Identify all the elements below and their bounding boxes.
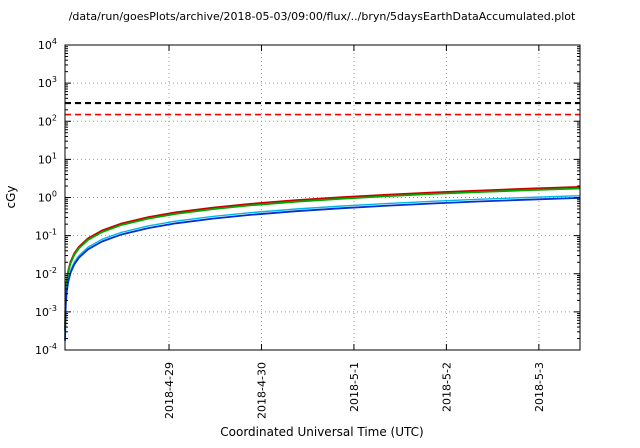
y-tick-label: 10-4 xyxy=(35,342,57,357)
chart-title: /data/run/goesPlots/archive/2018-05-03/0… xyxy=(69,10,576,23)
accumulated-dose-blue xyxy=(64,197,581,341)
y-tick-label: 101 xyxy=(38,151,57,166)
y-tick-label: 10-1 xyxy=(35,228,57,243)
plot-border xyxy=(64,44,581,351)
y-tick-label: 103 xyxy=(38,75,57,90)
x-tick-label: 2018-5-3 xyxy=(533,362,546,412)
y-tick-label: 104 xyxy=(38,37,57,52)
x-tick-label: 2018-4-29 xyxy=(163,362,176,419)
accumulated-dose-cyan xyxy=(64,195,581,339)
accumulated-dose-red xyxy=(64,186,581,330)
data-series xyxy=(64,186,581,341)
y-tick-label: 102 xyxy=(38,113,57,128)
x-tick-label: 2018-5-2 xyxy=(440,362,453,412)
tick-labels: 104 103 102 101 100 10-1 10-2 10-3 10-4 2018-4-29… xyxy=(35,37,546,419)
y-tick-label: 10-2 xyxy=(35,266,57,281)
y-tick-label: 10-3 xyxy=(35,304,57,319)
y-axis-label: cGy xyxy=(4,186,18,209)
y-tick-label: 100 xyxy=(38,190,57,205)
x-axis-label: Coordinated Universal Time (UTC) xyxy=(220,425,423,439)
grid-lines xyxy=(65,45,580,350)
reference-lines xyxy=(65,101,580,116)
axis-ticks xyxy=(65,44,580,351)
x-tick-label: 2018-4-30 xyxy=(255,362,268,419)
plot-frame xyxy=(64,44,581,351)
x-tick-label: 2018-5-1 xyxy=(348,362,361,412)
